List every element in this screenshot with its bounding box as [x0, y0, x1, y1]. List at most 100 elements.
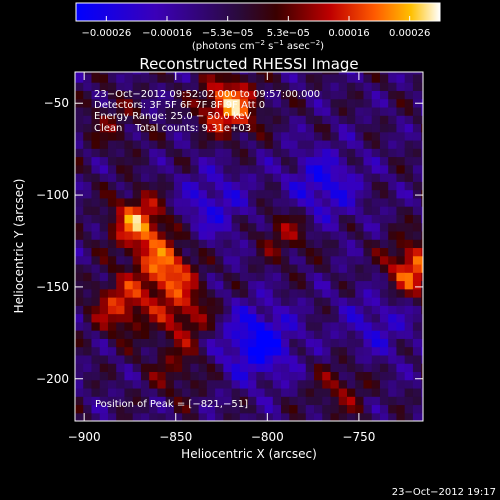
heatmap-cell: [116, 189, 126, 199]
heatmap-cell: [124, 164, 134, 174]
heatmap-cell: [379, 272, 389, 282]
heatmap-cell: [396, 363, 406, 373]
heatmap-cell: [198, 379, 208, 389]
heatmap-cell: [388, 139, 398, 149]
heatmap-cell: [248, 164, 257, 174]
heatmap-cell: [239, 354, 249, 364]
heatmap-cell: [107, 346, 117, 356]
heatmap-cell: [91, 288, 101, 298]
heatmap-cell: [363, 206, 373, 215]
heatmap-cell: [330, 288, 340, 298]
heatmap-cell: [264, 404, 274, 414]
heatmap-cell: [346, 214, 356, 224]
heatmap-cell: [173, 181, 183, 191]
heatmap-cell: [322, 82, 332, 91]
heatmap-cell: [412, 156, 422, 166]
heatmap-cell: [314, 330, 323, 339]
heatmap-cell: [116, 346, 126, 356]
heatmap-cell: [289, 247, 299, 257]
heatmap-cell: [314, 139, 323, 149]
heatmap-cell: [281, 305, 290, 315]
heatmap-cell: [248, 280, 257, 290]
heatmap-cell: [165, 404, 175, 414]
heatmap-cell: [371, 106, 381, 116]
heatmap-cell: [116, 371, 126, 381]
heatmap-cell: [239, 330, 249, 339]
heatmap-cell: [149, 90, 159, 100]
heatmap-cell: [83, 90, 93, 100]
heatmap-cell: [404, 330, 414, 339]
heatmap-cell: [412, 330, 422, 339]
heatmap-cell: [297, 412, 307, 421]
heatmap-cell: [132, 321, 142, 331]
heatmap-cell: [132, 396, 142, 406]
heatmap-cell: [182, 404, 191, 414]
heatmap-cell: [281, 321, 290, 331]
heatmap-cell: [371, 156, 381, 166]
heatmap-cell: [371, 148, 381, 158]
heatmap-cell: [91, 280, 101, 290]
heatmap-cell: [165, 197, 175, 207]
heatmap-cell: [132, 82, 142, 91]
heatmap-cell: [157, 72, 167, 75]
heatmap-cell: [124, 346, 134, 356]
heatmap-cell: [388, 90, 398, 100]
heatmap-cell: [256, 354, 266, 364]
heatmap-cell: [272, 197, 282, 207]
heatmap-cell: [173, 354, 183, 364]
heatmap-cell: [371, 197, 381, 207]
heatmap-cell: [116, 363, 126, 373]
heatmap-cell: [83, 321, 93, 331]
heatmap-cell: [206, 330, 216, 339]
heatmap-cell: [206, 313, 216, 323]
heatmap-cell: [132, 98, 142, 108]
heatmap-cell: [75, 404, 84, 414]
colorbar-tick-label: −5.3e−05: [202, 28, 254, 39]
heatmap-cell: [338, 139, 348, 149]
heatmap-cell: [231, 272, 241, 282]
heatmap-cell: [330, 297, 340, 306]
heatmap-cell: [396, 330, 406, 339]
heatmap-cell: [83, 139, 93, 149]
heatmap-cell: [322, 222, 332, 232]
heatmap-cell: [231, 313, 241, 323]
heatmap-cell: [355, 280, 365, 290]
heatmap-cell: [107, 297, 117, 306]
heatmap-cell: [75, 263, 84, 273]
heatmap-cell: [215, 412, 224, 421]
heatmap-cell: [215, 90, 224, 100]
heatmap-cell: [322, 115, 332, 125]
heatmap-cell: [116, 139, 126, 149]
heatmap-cell: [346, 173, 356, 182]
heatmap-cell: [99, 197, 109, 207]
heatmap-cell: [330, 189, 340, 199]
heatmap-cell: [404, 404, 414, 414]
heatmap-cell: [149, 387, 159, 397]
heatmap-cell: [132, 181, 142, 191]
heatmap-cell: [223, 131, 233, 141]
heatmap-cell: [338, 73, 348, 83]
heatmap-cell: [330, 412, 340, 421]
heatmap-cell: [281, 214, 290, 224]
heatmap-cell: [91, 156, 101, 166]
heatmap-cell: [206, 305, 216, 315]
heatmap-cell: [107, 197, 117, 207]
heatmap-cell: [388, 396, 398, 406]
heatmap-cell: [264, 330, 274, 339]
heatmap-cell: [99, 280, 109, 290]
heatmap-cell: [91, 404, 101, 414]
heatmap-cell: [107, 363, 117, 373]
heatmap-cell: [297, 247, 307, 257]
heatmap-cell: [363, 239, 373, 249]
heatmap-cell: [355, 90, 365, 100]
heatmap-cell: [404, 239, 414, 249]
heatmap-cell: [388, 173, 398, 182]
heatmap-cell: [157, 346, 167, 356]
heatmap-cell: [83, 230, 93, 240]
heatmap-cell: [412, 321, 422, 331]
heatmap-cell: [173, 173, 183, 182]
heatmap-cell: [223, 387, 233, 397]
heatmap-cell: [215, 106, 224, 116]
heatmap-cell: [404, 148, 414, 158]
heatmap-cell: [404, 379, 414, 389]
